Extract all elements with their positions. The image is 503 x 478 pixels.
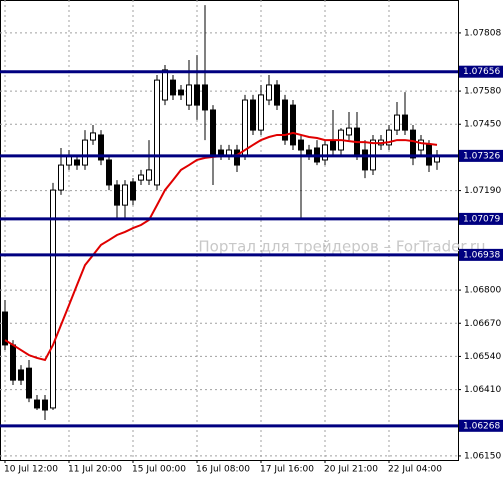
candle-body	[258, 94, 264, 131]
y-tick-label: 1.07580	[464, 87, 501, 97]
candle-body	[146, 169, 152, 181]
y-tick-label: 1.06410	[464, 385, 501, 395]
candle-body	[58, 164, 64, 191]
candle-body	[250, 99, 256, 131]
candle-body	[82, 139, 88, 166]
candle-body	[74, 159, 80, 166]
candle-body	[106, 159, 112, 186]
watermark: Портал для трейдеров – ForTrader.ru	[198, 238, 485, 256]
candle-body	[98, 134, 104, 161]
y-tick-label: 1.06800	[464, 286, 501, 296]
candle-body	[418, 139, 424, 151]
candle-body	[202, 84, 208, 111]
candle-body	[306, 149, 312, 156]
y-tick-label: 1.07190	[464, 186, 501, 196]
candle-body	[298, 139, 304, 151]
candle-body	[130, 181, 136, 201]
candle-body	[226, 149, 232, 156]
plot-frame	[0, 0, 459, 461]
y-tick-label: 1.06540	[464, 352, 501, 362]
candle-body	[346, 127, 352, 136]
y-tick-label: 1.07450	[464, 120, 501, 130]
x-tick-label: 16 Jul 08:00	[196, 465, 250, 475]
level-label: 1.06938	[463, 250, 500, 260]
x-tick-label: 11 Jul 20:00	[68, 465, 122, 475]
candle-body	[18, 369, 24, 381]
candle-body	[26, 367, 32, 399]
candle-body	[90, 132, 96, 141]
y-tick-label: 1.06150	[464, 451, 501, 461]
y-tick-label: 1.07808	[464, 28, 501, 38]
level-label: 1.07656	[463, 67, 500, 77]
candle-body	[194, 84, 200, 106]
level-label-box	[459, 248, 503, 261]
x-tick-label: 20 Jul 21:00	[324, 465, 378, 475]
candle-body	[362, 149, 368, 171]
level-label-box	[459, 212, 503, 225]
candle-body	[402, 114, 408, 131]
candle-body	[122, 184, 128, 206]
candle-body	[114, 184, 120, 206]
candle-body	[138, 174, 144, 181]
level-label: 1.07326	[463, 151, 500, 161]
level-label-box	[459, 65, 503, 78]
x-tick-label: 15 Jul 00:00	[132, 465, 186, 475]
candle-body	[50, 189, 56, 409]
candle-body	[218, 149, 224, 156]
level-label-box	[459, 419, 503, 432]
y-tick-label: 1.06670	[464, 319, 501, 329]
candle-body	[10, 344, 16, 381]
candle-body	[34, 399, 40, 409]
candle-body	[290, 104, 296, 146]
candle-body	[410, 129, 416, 159]
candle-body	[210, 109, 216, 156]
candle-body	[178, 89, 184, 96]
candle-body	[2, 311, 8, 346]
x-tick-label: 17 Jul 16:00	[260, 465, 314, 475]
candle-body	[394, 114, 400, 131]
level-label: 1.06268	[463, 421, 500, 431]
candle-body	[274, 84, 280, 106]
candle-body	[330, 139, 336, 151]
candle-body	[42, 399, 48, 411]
candle-body	[242, 99, 248, 156]
candle-body	[170, 79, 176, 96]
candle-body	[322, 144, 328, 161]
candle-body	[186, 84, 192, 106]
x-tick-label: 10 Jul 12:00	[4, 465, 58, 475]
candle-body	[234, 149, 240, 166]
x-tick-label: 22 Jul 04:00	[388, 465, 442, 475]
level-label-box	[459, 149, 503, 162]
candle-body	[154, 79, 160, 186]
candle-body	[282, 99, 288, 141]
candle-body	[162, 69, 168, 101]
candle-body	[386, 129, 392, 146]
candle-body	[266, 84, 272, 101]
level-label: 1.07079	[463, 214, 500, 224]
